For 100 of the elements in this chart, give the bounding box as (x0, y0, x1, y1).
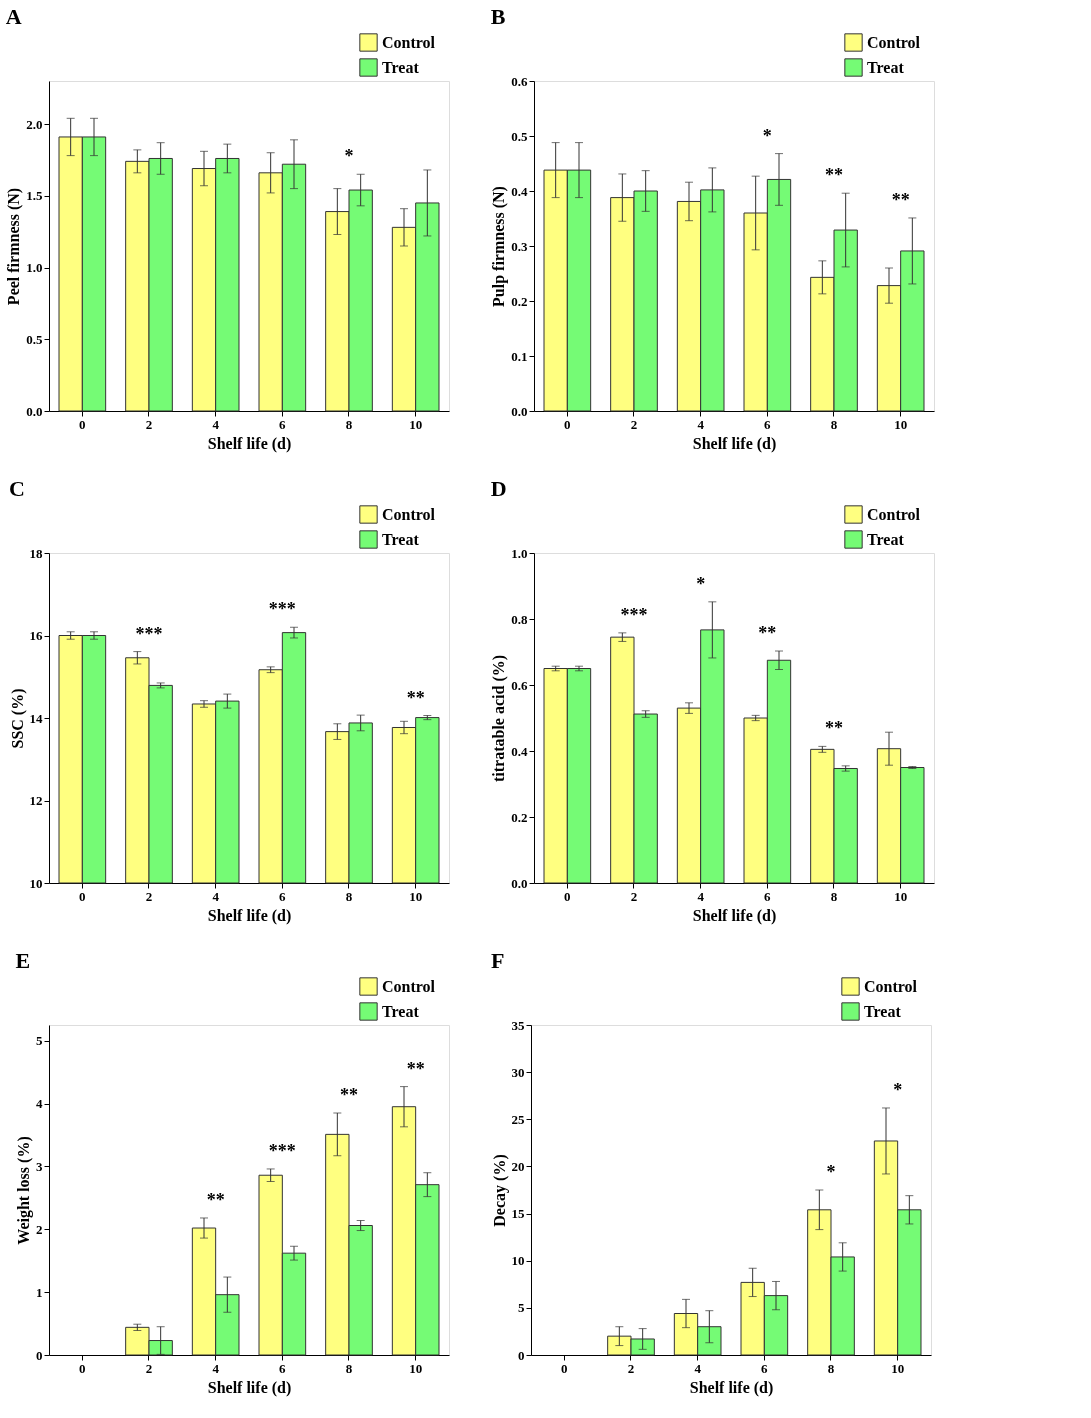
chart-title: B (490, 4, 506, 29)
x-tick-label: 0 (79, 416, 86, 432)
y-tick-label: 0.5 (26, 331, 43, 347)
x-tick-label: 10 (891, 1360, 905, 1376)
y-tick-label: 12 (29, 793, 43, 808)
y-tick-label: 2.0 (26, 116, 43, 132)
x-tick-label: 6 (279, 888, 287, 904)
y-tick-label: 20 (511, 1158, 525, 1174)
y-tick-label: 3 (36, 1158, 43, 1174)
chart-title: F (491, 948, 505, 973)
y-tick-label: 0.8 (511, 611, 528, 627)
x-tick-label: 10 (409, 1360, 423, 1376)
legend-label: Control (864, 977, 918, 995)
annotation: ** (340, 1085, 358, 1105)
x-axis-title: Shelf life (d) (207, 906, 292, 925)
y-axis-title: Pulp firmness (N) (490, 186, 509, 307)
x-tick-label: 0 (564, 416, 571, 432)
x-axis-title: Shelf life (d) (207, 1378, 292, 1397)
x-tick-label: 4 (212, 416, 220, 432)
chart-title: E (15, 948, 31, 973)
y-tick-label: 5 (518, 1300, 525, 1316)
y-tick-label: 0.2 (511, 809, 528, 825)
y-axis-title: Weight loss (%) (15, 1136, 33, 1245)
x-tick-label: 2 (630, 416, 638, 432)
y-tick-label: 15 (511, 1206, 525, 1222)
x-tick-label: 2 (145, 888, 153, 904)
y-tick-label: 4 (36, 1096, 43, 1112)
x-axis-title: Shelf life (d) (207, 434, 292, 453)
y-tick-label: 0 (36, 1347, 43, 1363)
y-tick-label: 30 (511, 1064, 525, 1080)
annotation: *** (268, 1140, 296, 1161)
x-tick-label: 2 (145, 416, 153, 432)
y-tick-label: 1.5 (26, 188, 43, 204)
y-tick-label: 0.6 (511, 73, 528, 89)
y-tick-label: 0.1 (511, 348, 528, 364)
x-tick-label: 0 (79, 888, 86, 904)
x-tick-label: 8 (830, 888, 838, 904)
x-tick-label: 4 (697, 416, 705, 432)
x-tick-label: 4 (694, 1360, 702, 1376)
chart-title: C (9, 476, 25, 501)
y-tick-label: 0.0 (511, 403, 528, 419)
x-axis-title: Shelf life (d) (692, 434, 777, 453)
x-tick-label: 4 (697, 888, 705, 904)
y-axis-title: titratable acid (%) (490, 654, 509, 783)
y-tick-label: 35 (511, 1017, 525, 1033)
legend-label: Treat (382, 530, 420, 548)
x-tick-label: 8 (345, 888, 353, 904)
x-tick-label: 2 (145, 1360, 153, 1376)
annotation: * (696, 573, 706, 594)
x-tick-label: 2 (630, 888, 638, 904)
x-tick-label: 10 (894, 416, 908, 432)
annotation: *** (620, 604, 648, 625)
y-tick-label: 16 (29, 628, 43, 643)
x-tick-label: 2 (627, 1360, 635, 1376)
y-tick-label: 0.0 (511, 875, 528, 891)
annotation: * (762, 125, 772, 146)
x-tick-label: 4 (212, 888, 220, 904)
legend-label: Control (867, 505, 921, 523)
legend-label: Control (382, 505, 436, 523)
legend-label: Control (382, 33, 436, 51)
x-axis-title: Shelf life (d) (689, 1378, 774, 1397)
annotation: * (826, 1162, 836, 1182)
y-tick-label: 10 (511, 1253, 525, 1269)
x-tick-label: 0 (561, 1360, 568, 1376)
x-tick-label: 10 (894, 888, 908, 904)
x-tick-label: 6 (764, 888, 772, 904)
y-axis-title: SSC (%) (8, 688, 27, 749)
x-axis-title: Shelf life (d) (692, 906, 777, 925)
y-tick-label: 0.3 (511, 238, 528, 254)
legend-label: Control (867, 33, 921, 51)
x-tick-label: 4 (212, 1360, 220, 1376)
legend-label: Treat (382, 1002, 420, 1020)
annotation: * (344, 146, 354, 167)
legend-label: Treat (867, 58, 905, 76)
y-tick-label: 18 (29, 545, 43, 561)
annotation: ** (825, 165, 843, 186)
y-tick-label: 0 (518, 1347, 525, 1363)
x-tick-label: 6 (764, 416, 772, 432)
y-tick-label: 0.6 (511, 677, 528, 693)
y-tick-label: 0.0 (26, 403, 43, 419)
y-tick-label: 5 (36, 1033, 43, 1049)
annotation: ** (891, 189, 910, 210)
annotation: *** (268, 599, 296, 620)
annotation: ** (406, 687, 425, 708)
annotation: ** (758, 623, 777, 644)
y-tick-label: 1.0 (511, 545, 528, 561)
legend-label: Treat (382, 58, 420, 76)
chart-title: A (5, 4, 22, 29)
y-tick-label: 1 (36, 1284, 43, 1300)
annotation: ** (825, 718, 843, 739)
x-tick-label: 8 (827, 1360, 835, 1376)
x-tick-label: 0 (564, 888, 571, 904)
x-tick-label: 10 (409, 416, 423, 432)
x-tick-label: 6 (279, 1360, 287, 1376)
y-tick-label: 2 (36, 1221, 43, 1237)
y-tick-label: 0.4 (511, 743, 528, 759)
y-tick-label: 0.2 (511, 293, 528, 309)
y-tick-label: 25 (511, 1111, 525, 1127)
y-tick-label: 0.5 (511, 128, 528, 144)
x-tick-label: 8 (830, 416, 838, 432)
